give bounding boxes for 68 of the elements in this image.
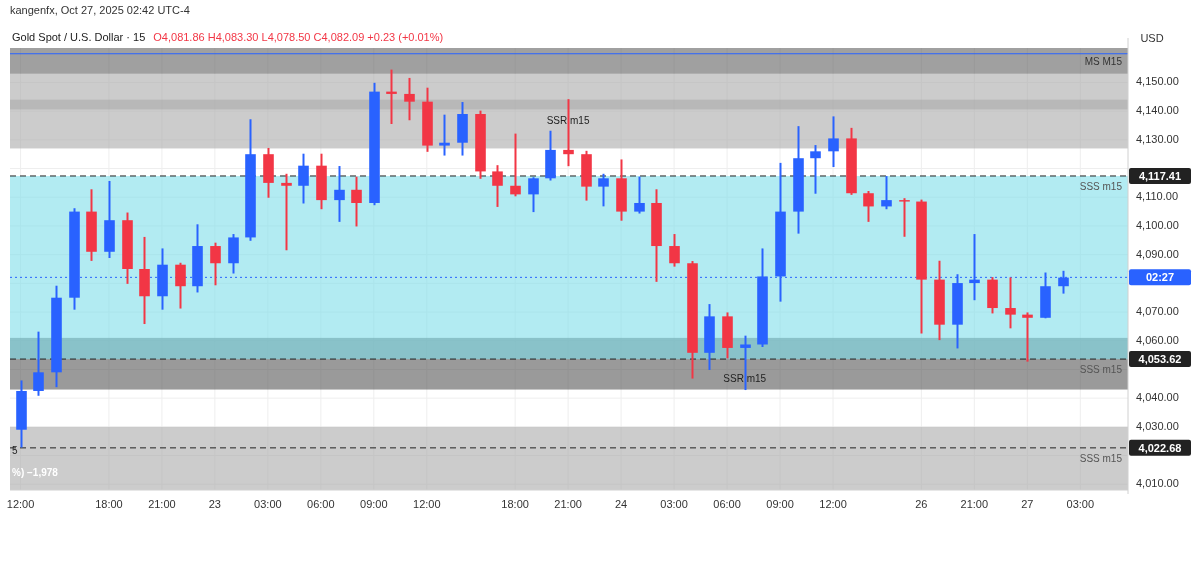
y-tick-label: 4,130.00 bbox=[1136, 132, 1179, 145]
ref-line-label: 4,117.41 bbox=[1138, 169, 1182, 182]
x-tick-label: 03:00 bbox=[254, 497, 282, 510]
candlestick bbox=[669, 233, 680, 268]
x-tick-label: 12:00 bbox=[6, 497, 35, 510]
x-tick-label: 09:00 bbox=[766, 497, 794, 510]
y-tick-label: 4,010.00 bbox=[1136, 477, 1179, 490]
x-tick-label: 18:00 bbox=[95, 497, 123, 510]
y-tick-label: 4,060.00 bbox=[1136, 333, 1179, 346]
x-tick-label: 12:00 bbox=[819, 497, 847, 510]
candlestick bbox=[298, 152, 309, 205]
x-tick-label: 09:00 bbox=[360, 497, 388, 510]
y-tick-label: 4,110.00 bbox=[1136, 190, 1179, 203]
x-tick-label: 23 bbox=[208, 497, 221, 510]
candlestick bbox=[810, 144, 821, 195]
y-tick-label: 4,030.00 bbox=[1136, 419, 1179, 432]
x-tick-label: 26 bbox=[915, 497, 928, 510]
y-tick-label: 4,040.00 bbox=[1136, 391, 1179, 404]
x-tick-label: 06:00 bbox=[307, 497, 335, 510]
x-tick-label: 03:00 bbox=[1066, 497, 1095, 510]
chart-title: Gold Spot / U.S. Dollar · 15 bbox=[12, 31, 146, 43]
x-tick-label: 21:00 bbox=[554, 497, 582, 510]
candlestick bbox=[881, 175, 892, 211]
candlestick bbox=[334, 165, 345, 223]
candlestick bbox=[828, 115, 839, 169]
annotation: SSR m15 bbox=[546, 115, 590, 127]
annotation: SSR m15 bbox=[723, 373, 767, 385]
candlestick bbox=[510, 132, 521, 198]
annotation: 5 bbox=[12, 445, 18, 456]
ref-line-label: 4,022.68 bbox=[1138, 441, 1182, 454]
candlestick bbox=[210, 241, 221, 287]
x-tick-label: 06:00 bbox=[713, 497, 741, 510]
candlestick bbox=[598, 172, 609, 208]
candlestick bbox=[175, 261, 186, 310]
candlestick bbox=[33, 330, 44, 397]
candlestick bbox=[439, 113, 450, 157]
x-tick-label: 21:00 bbox=[148, 497, 176, 510]
x-tick-label: 27 bbox=[1021, 497, 1034, 510]
y-tick-label: 4,100.00 bbox=[1136, 218, 1179, 231]
y-tick-label: 4,070.00 bbox=[1136, 304, 1179, 317]
x-tick-label: 12:00 bbox=[413, 497, 441, 510]
annotation: SSS m15 bbox=[1079, 180, 1123, 192]
candlestick bbox=[1005, 276, 1016, 330]
band-label: MS M15 bbox=[1084, 55, 1123, 67]
x-tick-label: 18:00 bbox=[501, 497, 529, 510]
candlestick bbox=[404, 76, 415, 122]
candlestick bbox=[386, 68, 397, 125]
candlestick bbox=[634, 175, 645, 215]
annotation: SSS m15 bbox=[1079, 452, 1123, 464]
y-tick-label: 4,150.00 bbox=[1136, 75, 1179, 88]
candlestick bbox=[528, 176, 539, 214]
text: O4,081.86 H4,083.30 L4,078.50 C4,082.09 +0.23 (+0.01%) bbox=[153, 31, 444, 43]
y-tick-label: 4,140.00 bbox=[1136, 104, 1179, 117]
x-tick-label: 24 bbox=[614, 497, 628, 510]
candlestick bbox=[351, 175, 362, 228]
x-tick-label: 03:00 bbox=[660, 497, 688, 510]
y-tick-label: 4,090.00 bbox=[1136, 247, 1179, 260]
chart-subtitle: kangenfx, Oct 27, 2025 02:42 UTC-4 bbox=[10, 4, 190, 16]
candlestick bbox=[492, 164, 503, 208]
candlestick bbox=[281, 172, 292, 252]
ref-line-label: 4,053.62 bbox=[1138, 352, 1182, 365]
candlestick bbox=[899, 197, 910, 238]
text: 02:27 bbox=[1145, 271, 1175, 284]
x-tick-label: 21:00 bbox=[960, 497, 989, 510]
y-axis-title: USD bbox=[1140, 32, 1164, 44]
candlestick bbox=[863, 190, 874, 223]
annotation: SSS m15 bbox=[1079, 363, 1123, 375]
candlestick bbox=[1022, 311, 1033, 363]
